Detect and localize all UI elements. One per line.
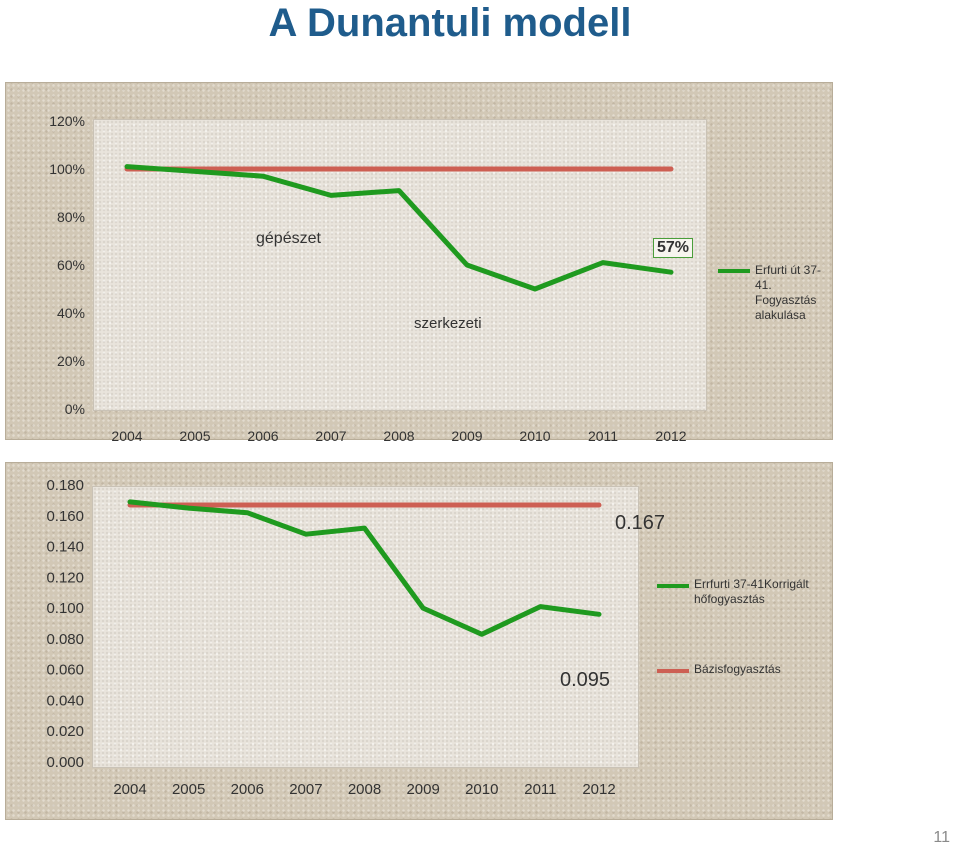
y-tick-label: 60% (57, 257, 85, 273)
chart-2-legend: Errfurti 37-41Korrigált hőfogyasztás Báz… (657, 576, 829, 686)
legend-label-korrigalt: Errfurti 37-41Korrigált hőfogyasztás (694, 577, 809, 606)
data-point (538, 605, 542, 609)
x-tick-label: 2006 (231, 781, 264, 798)
legend-swatch-green (657, 584, 689, 588)
data-point (533, 167, 537, 171)
chart-2-panel: 0.000 0.020 0.040 0.060 0.080 0.100 0.120 0.140… (5, 462, 833, 820)
data-point (597, 503, 601, 507)
data-point (128, 500, 132, 504)
data-point (465, 263, 469, 267)
y-tick-label: 0.000 (46, 754, 84, 771)
chart-1-legend: Erfurti út 37-41. Fogyasztás alakulása (718, 263, 828, 323)
data-point (261, 167, 265, 171)
series-line-0 (124, 164, 674, 292)
data-point (329, 193, 333, 197)
annotation-0-095: 0.095 (560, 669, 611, 691)
data-point (363, 526, 366, 530)
x-tick-label: 2005 (179, 428, 210, 444)
y-tick-label: 40% (57, 305, 85, 321)
x-tick-label: 2006 (247, 428, 278, 444)
data-point (261, 174, 265, 178)
data-point (601, 261, 605, 265)
y-tick-label: 0% (65, 401, 85, 417)
chart-2-svg: 0.000 0.020 0.040 0.060 0.080 0.100 0.120 0.140… (46, 477, 615, 798)
y-tick-label: 0.020 (46, 723, 84, 740)
chart-1-svg: 0% 20% 40% 60% 80% 100% 120% 2004 2005 2006 2007 20… (49, 113, 687, 444)
legend-swatch-green (718, 269, 750, 273)
data-point (421, 503, 425, 507)
data-point (597, 612, 601, 616)
data-point (304, 532, 308, 536)
y-tick-label: 0.120 (46, 569, 84, 586)
x-tick-label: 2004 (113, 781, 146, 798)
data-point (669, 270, 673, 274)
data-point (363, 503, 366, 507)
data-point (245, 511, 249, 515)
x-tick-label: 2012 (582, 781, 615, 798)
x-tick-label: 2010 (465, 781, 498, 798)
legend-label-erfurti: Erfurti út 37-41. Fogyasztás alakulása (755, 263, 822, 322)
data-point (245, 503, 249, 507)
y-tick-label: 0.140 (46, 539, 84, 556)
y-tick-label: 0.060 (46, 662, 84, 679)
page-number: 11 (933, 829, 950, 846)
x-tick-label: 2004 (111, 428, 142, 444)
chart-1-panel: 0% 20% 40% 60% 80% 100% 120% 2004 2005 2006 2007 20… (5, 82, 833, 444)
data-point (187, 506, 191, 510)
x-tick-label: 2012 (655, 428, 686, 444)
y-tick-label: 0.040 (46, 692, 84, 709)
y-tick-label: 0.080 (46, 631, 84, 648)
data-point (601, 167, 605, 171)
annotation-0-167: 0.167 (615, 512, 666, 534)
y-tick-label: 80% (57, 209, 85, 225)
y-tick-label: 120% (49, 113, 85, 129)
data-point (329, 167, 333, 171)
annotation-57-percent: 57% (653, 238, 694, 258)
y-tick-label: 0.100 (46, 600, 84, 617)
data-point (421, 606, 425, 610)
y-tick-label: 100% (49, 161, 85, 177)
data-point (533, 287, 537, 291)
data-point (669, 167, 673, 171)
annotation-szerkezeti: szerkezeti (414, 315, 482, 332)
data-point (538, 503, 542, 507)
legend-label-bazis: Bázisfogyasztás (694, 662, 781, 676)
x-tick-label: 2011 (588, 428, 618, 444)
data-point (193, 169, 197, 173)
y-tick-label: 0.160 (46, 508, 84, 525)
x-tick-label: 2009 (406, 781, 439, 798)
x-tick-label: 2009 (451, 428, 482, 444)
x-tick-label: 2005 (172, 781, 205, 798)
x-tick-label: 2010 (519, 428, 550, 444)
x-tick-label: 2008 (383, 428, 414, 444)
data-point (304, 503, 308, 507)
data-point (480, 503, 484, 507)
data-point (397, 189, 401, 193)
data-point (125, 165, 129, 169)
x-tick-label: 2008 (348, 781, 381, 798)
x-tick-label: 2007 (289, 781, 322, 798)
data-point (397, 167, 401, 171)
y-tick-label: 20% (57, 353, 85, 369)
legend-swatch-red (657, 669, 689, 673)
series-line-0 (127, 499, 602, 637)
x-tick-label: 2011 (524, 781, 556, 798)
y-tick-label: 0.180 (46, 477, 84, 494)
annotation-gepeszet: gépészet (256, 230, 321, 247)
slide-title: A Dunantuli modell (268, 1, 632, 45)
data-point (465, 167, 469, 171)
x-tick-label: 2007 (315, 428, 346, 444)
data-point (480, 632, 484, 636)
